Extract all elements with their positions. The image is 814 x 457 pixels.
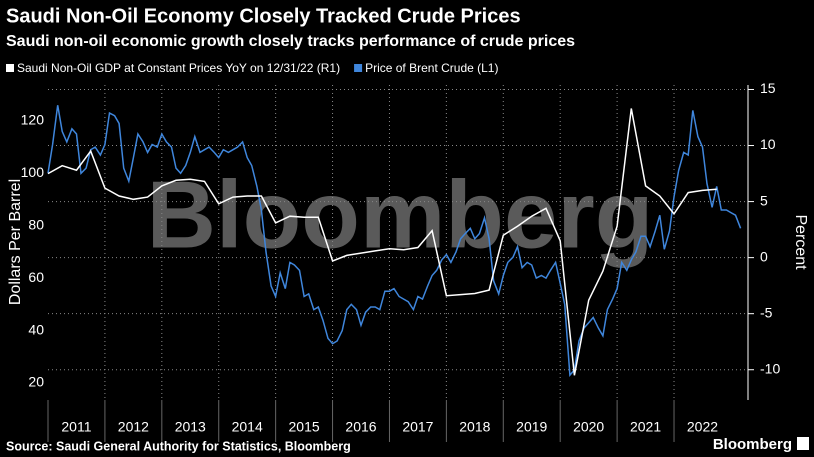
y-axis-label: Dollars Per Barrel	[7, 179, 24, 305]
legend-swatch	[6, 64, 14, 72]
x-tick-label: 2015	[289, 419, 320, 435]
series-line	[47, 105, 742, 377]
y-tick-label: 100	[21, 164, 45, 180]
watermark: Bloomberg	[147, 161, 654, 268]
x-tick-label: 2021	[630, 419, 661, 435]
y-tick-label: 60	[28, 269, 44, 285]
x-tick-label: 2020	[573, 419, 604, 435]
y2-tick-label: -10	[760, 360, 780, 376]
y2-tick-label: -5	[760, 304, 773, 320]
y-tick-label: 40	[28, 321, 44, 337]
logo: Bloomberg	[713, 436, 792, 453]
x-tick-label: 2013	[175, 419, 206, 435]
legend-label: Price of Brent Crude (L1)	[365, 61, 498, 75]
x-tick-label: 2011	[61, 419, 91, 435]
series-line	[47, 108, 717, 376]
x-tick-label: 2014	[232, 419, 263, 435]
y-tick-label: 80	[28, 216, 44, 232]
logo-icon	[797, 437, 809, 450]
y-tick-label: 120	[21, 112, 45, 128]
chart-title: Saudi Non-Oil Economy Closely Tracked Cr…	[6, 5, 521, 27]
x-tick-label: 2017	[402, 419, 433, 435]
y2-axis-label: Percent	[792, 214, 809, 270]
legend-label: Saudi Non-Oil GDP at Constant Prices YoY…	[17, 61, 340, 75]
y2-tick-label: 0	[760, 248, 768, 264]
legend-swatch	[354, 64, 363, 72]
y2-tick-label: 5	[760, 192, 768, 208]
y-tick-label: 20	[28, 374, 44, 390]
y2-tick-label: 10	[760, 136, 776, 152]
y2-tick-label: 15	[760, 80, 776, 96]
x-tick-label: 2012	[118, 419, 149, 435]
source: Source: Saudi General Authority for Stat…	[6, 439, 351, 453]
x-tick-label: 2022	[687, 419, 718, 435]
chart-subtitle: Saudi non-oil economic growth closely tr…	[6, 33, 575, 50]
x-tick-label: 2018	[459, 419, 490, 435]
x-tick-label: 2016	[345, 419, 376, 435]
x-tick-label: 2019	[516, 419, 547, 435]
